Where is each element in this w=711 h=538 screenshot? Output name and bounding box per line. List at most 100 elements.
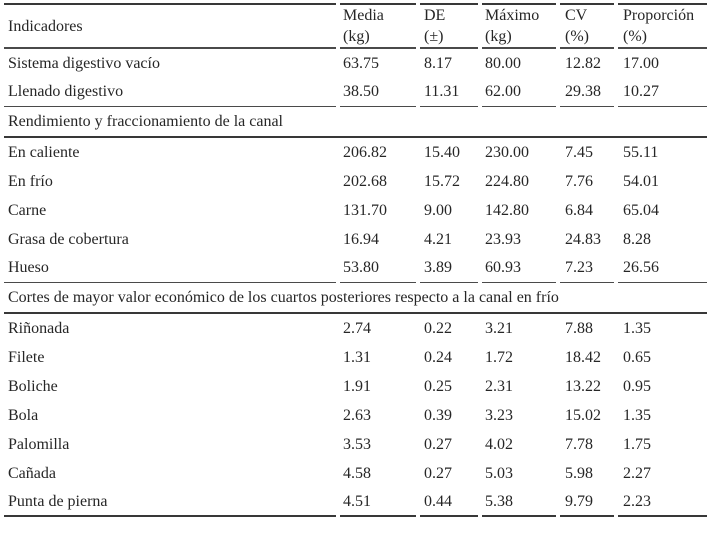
value-cell: 0.39: [424, 406, 452, 424]
row-label-cell: Bola: [8, 406, 39, 424]
column-header-unit: (%): [565, 28, 589, 45]
row-label-cell: Sistema digestivo vacío: [8, 54, 160, 72]
value-cell: 0.24: [424, 348, 452, 366]
value-cell: 9.79: [560, 488, 614, 517]
column-header-label: Media: [343, 7, 384, 24]
value-cell: 65.04: [623, 201, 659, 219]
value-cell: 0.27: [424, 435, 452, 453]
value-cell: 230.00: [485, 143, 529, 161]
value-cell: 8.17: [424, 54, 452, 72]
value-cell: 7.23: [560, 254, 614, 283]
column-header-unit: (%): [623, 28, 647, 45]
row-label-cell: Palomilla: [8, 435, 70, 453]
table-row: En frío 202.68 15.72 224.80 7.76 54.01: [4, 167, 707, 196]
value-cell: 15.02: [565, 406, 601, 424]
value-cell: 0.22: [424, 319, 452, 337]
table-row: Filete 1.31 0.24 1.72 18.42 0.65: [4, 343, 707, 372]
section-header-row: Rendimiento y fraccionamiento de la cana…: [4, 107, 707, 138]
value-cell: 4.58: [343, 464, 371, 482]
column-header-media: Media (kg): [340, 3, 416, 49]
value-cell: 1.31: [343, 348, 371, 366]
value-cell: 0.95: [623, 377, 651, 395]
value-cell: 7.45: [565, 143, 593, 161]
value-cell: 55.11: [623, 143, 659, 161]
value-cell: 202.68: [343, 172, 387, 190]
column-header-maximo: Máximo (kg): [482, 3, 556, 49]
value-cell: 18.42: [565, 348, 601, 366]
row-label-cell: Riñonada: [8, 319, 70, 337]
header-row: Indicadores Media (kg) DE (±) Máximo (kg…: [4, 3, 707, 49]
value-cell: 5.38: [482, 488, 556, 517]
row-label-cell: Grasa de cobertura: [8, 230, 129, 248]
value-cell: 17.00: [623, 54, 659, 72]
table-row: Grasa de cobertura 16.94 4.21 23.93 24.83 8.2…: [4, 225, 707, 254]
row-label-cell: Boliche: [8, 377, 58, 395]
value-cell: 3.53: [343, 435, 371, 453]
value-cell: 13.22: [565, 377, 601, 395]
column-header-unit: (kg): [485, 28, 512, 45]
column-header-unit: (kg): [343, 28, 370, 45]
value-cell: 15.40: [424, 143, 460, 161]
section-header-label: Rendimiento y fraccionamiento de la cana…: [4, 107, 707, 138]
column-header-proporcion: Proporción (%): [618, 3, 707, 49]
value-cell: 23.93: [485, 230, 521, 248]
value-cell: 10.27: [618, 78, 707, 107]
table-row: Llenado digestivo 38.50 11.31 62.00 29.38 10.…: [4, 78, 707, 107]
value-cell: 63.75: [343, 54, 379, 72]
value-cell: 53.80: [340, 254, 416, 283]
row-label-cell: En caliente: [8, 143, 80, 161]
value-cell: 1.91: [343, 377, 371, 395]
value-cell: 5.98: [565, 464, 593, 482]
value-cell: 62.00: [482, 78, 556, 107]
value-cell: 9.00: [424, 201, 452, 219]
table-row: En caliente 206.82 15.40 230.00 7.45 55.11: [4, 138, 707, 167]
table-row: Palomilla 3.53 0.27 4.02 7.78 1.75: [4, 430, 707, 459]
value-cell: 54.01: [623, 172, 659, 190]
value-cell: 2.74: [343, 319, 371, 337]
value-cell: 11.31: [420, 78, 478, 107]
table-row: Bola 2.63 0.39 3.23 15.02 1.35: [4, 401, 707, 430]
value-cell: 6.84: [565, 201, 593, 219]
value-cell: 7.88: [565, 319, 593, 337]
table-row: Punta de pierna 4.51 0.44 5.38 9.79 2.23: [4, 488, 707, 517]
value-cell: 1.72: [485, 348, 513, 366]
column-header-label: CV: [565, 7, 588, 24]
value-cell: 0.25: [424, 377, 452, 395]
value-cell: 1.35: [623, 319, 651, 337]
value-cell: 0.44: [420, 488, 478, 517]
row-label-cell: Llenado digestivo: [4, 78, 336, 107]
value-cell: 2.63: [343, 406, 371, 424]
value-cell: 3.89: [420, 254, 478, 283]
value-cell: 5.03: [485, 464, 513, 482]
table-row: Sistema digestivo vacío 63.75 8.17 80.00 12.…: [4, 49, 707, 78]
column-header-cv: CV (%): [560, 3, 614, 49]
column-header-indicadores: Indicadores: [4, 3, 336, 49]
value-cell: 60.93: [482, 254, 556, 283]
column-header-label: Proporción: [623, 7, 695, 24]
value-cell: 131.70: [343, 201, 387, 219]
indicators-table: Indicadores Media (kg) DE (±) Máximo (kg…: [0, 3, 711, 517]
value-cell: 12.82: [565, 54, 601, 72]
value-cell: 3.23: [485, 406, 513, 424]
value-cell: 24.83: [565, 230, 601, 248]
value-cell: 2.23: [618, 488, 707, 517]
column-header-label: Indicadores: [8, 17, 83, 35]
value-cell: 38.50: [340, 78, 416, 107]
value-cell: 0.27: [424, 464, 452, 482]
document-page: Indicadores Media (kg) DE (±) Máximo (kg…: [0, 3, 711, 517]
value-cell: 26.56: [618, 254, 707, 283]
row-label-cell: Punta de pierna: [4, 488, 336, 517]
section-header-label: Cortes de mayor valor económico de los c…: [4, 283, 707, 314]
value-cell: 2.27: [623, 464, 651, 482]
column-header-label: DE: [424, 7, 446, 24]
value-cell: 29.38: [560, 78, 614, 107]
table-row: Boliche 1.91 0.25 2.31 13.22 0.95: [4, 372, 707, 401]
table-row: Riñonada 2.74 0.22 3.21 7.88 1.35: [4, 314, 707, 343]
row-label-cell: Hueso: [4, 254, 336, 283]
row-label-cell: Cañada: [8, 464, 56, 482]
value-cell: 8.28: [623, 230, 651, 248]
table-row: Carne 131.70 9.00 142.80 6.84 65.04: [4, 196, 707, 225]
value-cell: 4.51: [340, 488, 416, 517]
column-header-unit: (±): [424, 28, 444, 45]
section-header-row: Cortes de mayor valor económico de los c…: [4, 283, 707, 314]
